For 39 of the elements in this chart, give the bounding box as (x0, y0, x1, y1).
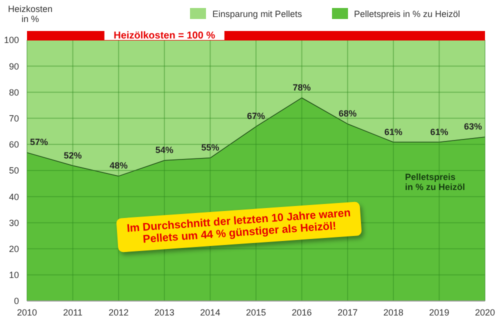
data-label: 68% (338, 108, 357, 119)
y-tick-label: 40 (8, 192, 19, 202)
y-tick-label: 70 (8, 113, 19, 124)
data-label: 61% (384, 126, 402, 137)
legend-label: Einsparung mit Pellets (212, 8, 302, 18)
x-tick-label: 2011 (63, 307, 82, 318)
x-tick-label: 2010 (16, 307, 38, 318)
data-label: 61% (430, 126, 448, 137)
y-tick-label: 30 (8, 218, 19, 228)
data-label: 54% (155, 145, 174, 156)
x-tick-label: 2016 (292, 307, 312, 318)
y-tick-label: 0 (14, 296, 19, 306)
x-tick-label: 2017 (338, 307, 358, 318)
data-label: 57% (30, 137, 48, 148)
y-tick-label: 20 (8, 244, 19, 254)
y-tick-label: 60 (8, 140, 19, 150)
data-label: 55% (201, 142, 220, 152)
y-tick-label: 10 (8, 270, 19, 280)
data-label: 63% (464, 122, 482, 132)
y-tick-label: 80 (8, 87, 19, 98)
x-tick-label: 2015 (246, 307, 266, 318)
data-label: 78% (292, 82, 311, 92)
y-tick-label: 100 (4, 35, 19, 46)
x-tick-label: 2018 (383, 307, 404, 318)
legend-label: Pelletspreis in % zu Heizöl (354, 8, 460, 18)
ref-line-label: Heizölkosten = 100 % (114, 30, 216, 42)
x-tick-label: 2019 (429, 307, 450, 318)
y-tick-label: 50 (8, 166, 19, 176)
x-tick-label: 2014 (200, 307, 220, 318)
data-label: 67% (246, 111, 266, 122)
x-tick-label: 2013 (154, 307, 174, 318)
data-label: 48% (110, 160, 128, 171)
annotation: Im Durchschnitt der letzten 10 Jahre waren Pellets um 44 % günstiger als Heizöl! (116, 202, 362, 252)
x-tick-label: 2012 (108, 307, 129, 318)
annotation: Pelletspreis in % zu Heizöl (405, 172, 466, 192)
data-label: 52% (64, 150, 82, 160)
y-tick-label: 90 (8, 61, 19, 72)
x-tick-label: 2020 (474, 307, 496, 318)
y-axis-title: Heizkosten in % (8, 4, 53, 24)
